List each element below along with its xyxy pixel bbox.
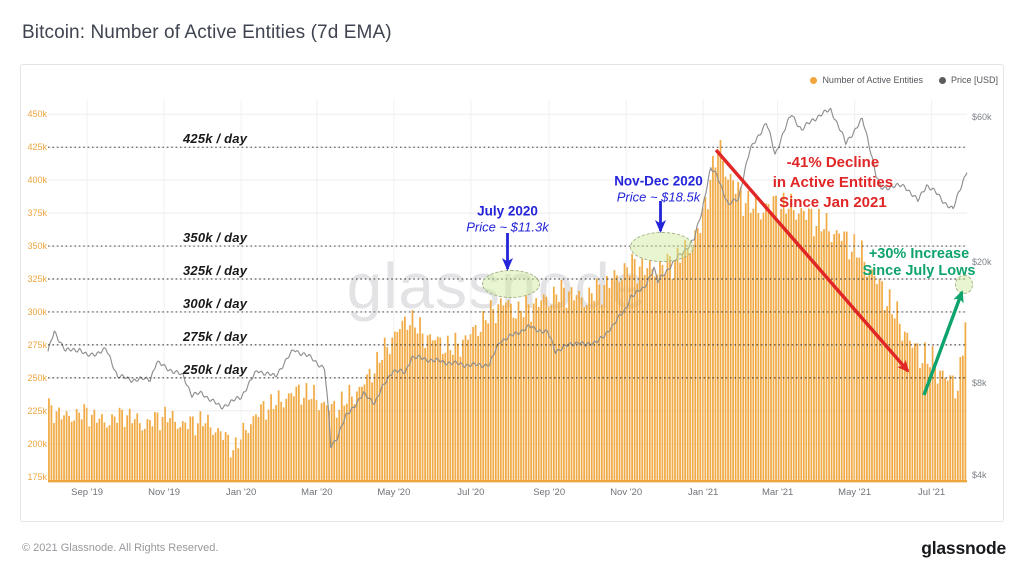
legend-item-active-entities[interactable]: Number of Active Entities xyxy=(810,75,923,85)
y-axis-right-tick-$60k: $60k xyxy=(972,112,992,122)
annotation-increase: +30% Increase Since July Lows xyxy=(863,246,976,280)
highlight-ellipse-july-2020 xyxy=(482,269,541,298)
annotation-july-2020-title: July 2020 xyxy=(477,203,538,219)
x-axis-tick-Mar '21: Mar '21 xyxy=(761,487,794,498)
x-axis-tick-May '20: May '20 xyxy=(377,487,411,498)
annotation-decline-line2: in Active Entities xyxy=(772,173,894,191)
annotation-novdec-2020: Nov-Dec 2020 Price ~ $18.5k xyxy=(614,173,703,204)
x-axis-tick-Nov '19: Nov '19 xyxy=(148,487,181,498)
reference-line-label-250k: 250k / day xyxy=(183,361,248,377)
legend-item-price[interactable]: Price [USD] xyxy=(938,75,998,85)
x-axis-tick-Jul '20: Jul '20 xyxy=(457,487,485,498)
glassnode-logo: glassnode xyxy=(921,538,1006,558)
annotation-decline-line3: Since Jan 2021 xyxy=(779,193,887,211)
y-axis-left-tick-250k: 250k xyxy=(27,372,47,383)
annotation-novdec-2020-title: Nov-Dec 2020 xyxy=(614,173,703,189)
y-axis-right-tick-$8k: $8k xyxy=(972,378,987,389)
annotation-july-2020-price: Price ~ $11.3k xyxy=(466,219,549,235)
x-axis-tick-Jan '21: Jan '21 xyxy=(687,487,719,498)
y-axis-right-tick-$20k: $20k xyxy=(972,257,992,268)
annotation-july-2020: July 2020 Price ~ $11.3k xyxy=(466,204,549,235)
y-axis-right-tick-$4k: $4k xyxy=(972,469,987,480)
reference-line-label-325k: 325k / day xyxy=(183,263,248,278)
y-axis-left-tick-450k: 450k xyxy=(27,109,47,120)
y-axis-left-tick-350k: 350k xyxy=(27,241,47,252)
legend-label-price: Price [USD] xyxy=(950,75,998,85)
entities-series-dot-icon xyxy=(810,76,818,84)
y-axis-left-tick-200k: 200k xyxy=(27,438,47,449)
reference-line-label-300k: 300k / day xyxy=(183,295,248,311)
annotation-increase-line1: +30% Increase xyxy=(868,246,970,263)
legend-label-active-entities: Number of Active Entities xyxy=(822,75,923,85)
y-axis-left-tick-175k: 175k xyxy=(27,471,47,482)
legend: Number of Active Entities Price [USD] xyxy=(810,75,998,85)
x-axis-tick-Jul '21: Jul '21 xyxy=(918,487,946,498)
highlight-ellipse-novdec-2020 xyxy=(629,232,695,263)
reference-line-label-275k: 275k / day xyxy=(183,328,248,344)
x-axis-tick-Sep '20: Sep '20 xyxy=(533,487,566,498)
annotation-decline: -41% Decline in Active Entities Since Ja… xyxy=(773,153,893,213)
y-axis-left-tick-325k: 325k xyxy=(27,274,47,284)
footer-copyright: © 2021 Glassnode. All Rights Reserved. xyxy=(22,542,219,554)
reference-line-label-425k: 425k / day xyxy=(183,131,248,147)
annotation-increase-line2: Since July Lows xyxy=(862,263,976,280)
x-axis-tick-Sep '19: Sep '19 xyxy=(71,487,104,498)
x-axis-tick-Jan '20: Jan '20 xyxy=(225,487,257,498)
price-series-dot-icon xyxy=(938,76,946,84)
x-axis-tick-May '21: May '21 xyxy=(838,487,872,498)
y-axis-left-tick-275k: 275k xyxy=(27,339,47,350)
annotation-novdec-2020-price: Price ~ $18.5k xyxy=(616,189,701,205)
y-axis-left-tick-375k: 375k xyxy=(27,208,47,219)
x-axis-tick-Nov '20: Nov '20 xyxy=(610,487,643,498)
y-axis-left-tick-425k: 425k xyxy=(27,142,47,153)
highlight-ellipse-july-2021-recovery xyxy=(955,275,973,295)
annotation-decline-line1: -41% Decline xyxy=(786,153,880,171)
x-axis-tick-Mar '20: Mar '20 xyxy=(301,487,333,498)
reference-line-label-350k: 350k / day xyxy=(183,230,248,246)
y-axis-left-tick-225k: 225k xyxy=(27,405,47,416)
y-axis-left-tick-300k: 300k xyxy=(27,306,47,317)
y-axis-left-tick-400k: 400k xyxy=(27,175,47,186)
